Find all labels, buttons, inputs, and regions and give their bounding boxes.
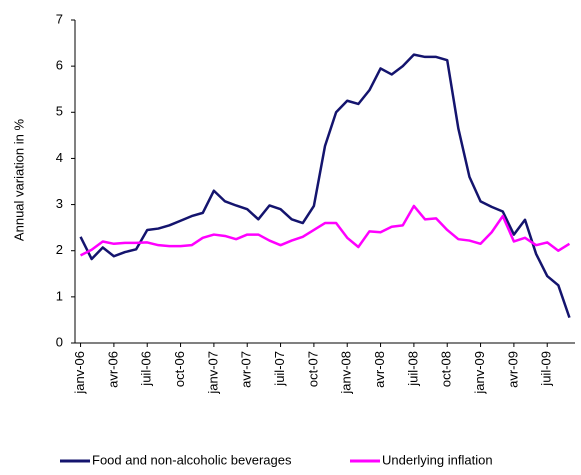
y-tick-label: 6 (56, 58, 63, 73)
x-tick-label: janv-07 (205, 351, 220, 395)
x-tick-label: janv-09 (472, 351, 487, 395)
x-tick-label: oct-06 (172, 351, 187, 387)
x-tick-label: oct-08 (439, 351, 454, 387)
x-tick-label: avr-08 (372, 351, 387, 388)
y-tick-label: 3 (56, 196, 63, 211)
x-tick-label: avr-09 (505, 351, 520, 388)
series-line (79, 204, 571, 257)
x-tick-label: juil-06 (139, 351, 154, 387)
x-tick-label: janv-06 (72, 351, 87, 395)
y-tick-label: 2 (56, 242, 63, 257)
y-tick-label: 0 (56, 334, 63, 349)
x-tick-label: avr-07 (239, 351, 254, 388)
x-tick-label: avr-06 (105, 351, 120, 388)
series-line (79, 53, 571, 319)
y-tick-label: 4 (56, 150, 63, 165)
y-tick-label: 7 (56, 11, 63, 26)
x-tick-label: janv-08 (339, 351, 354, 395)
legend-label: Food and non-alcoholic beverages (92, 452, 292, 467)
x-tick-label: oct-07 (305, 351, 320, 387)
legend-label: Underlying inflation (382, 452, 493, 467)
y-axis-label: Annual variation in % (11, 119, 26, 242)
y-tick-label: 5 (56, 104, 63, 119)
x-tick-label: juil-09 (539, 351, 554, 387)
x-tick-label: juil-07 (272, 351, 287, 387)
x-tick-label: juil-08 (405, 351, 420, 387)
y-tick-label: 1 (56, 288, 63, 303)
